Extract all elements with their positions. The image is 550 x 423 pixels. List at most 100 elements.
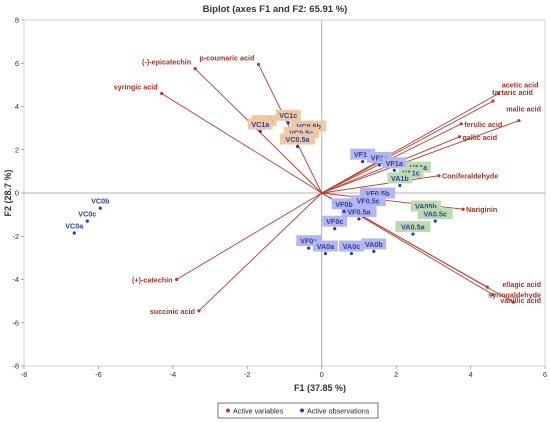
observation-point	[286, 121, 290, 125]
variable-point	[461, 207, 465, 211]
observation-label-box	[275, 109, 301, 121]
y-tick-label: 0	[15, 189, 19, 198]
observation-point	[258, 129, 262, 133]
observation-label: VA05b	[415, 202, 437, 211]
observation-point	[377, 163, 381, 167]
observation-label-box	[387, 172, 413, 184]
observation-label: VC0.5c	[289, 129, 313, 138]
y-tick-label: 8	[15, 16, 19, 25]
observation-point	[398, 183, 402, 188]
observation-label-box	[313, 240, 338, 252]
observation-label-box	[279, 133, 316, 145]
legend-variable-marker	[226, 408, 230, 413]
observation-label: VC0c	[78, 210, 96, 219]
observation-label: VA0b	[365, 240, 383, 249]
variable-label: acetic acid	[502, 81, 539, 90]
variable-vector	[321, 120, 520, 194]
legend-variable-label: Active variables	[233, 407, 284, 416]
y-tick-label: -8	[12, 362, 19, 371]
variable-vector	[321, 100, 494, 194]
observation-point	[98, 206, 102, 210]
observation-point	[342, 209, 346, 213]
observation-label: VF1b	[354, 150, 372, 159]
variable-point	[517, 118, 521, 123]
variable-point	[197, 309, 201, 313]
x-tick-label: 2	[394, 370, 398, 379]
x-tick-label: -4	[170, 370, 177, 379]
observation-label: VC0a	[65, 222, 84, 231]
observation-label-box	[410, 200, 441, 212]
observation-label-box	[331, 198, 357, 210]
variable-vector	[198, 192, 323, 312]
observation-point	[72, 231, 76, 235]
y-tick-label: 2	[15, 145, 19, 154]
x-tick-label: 6	[543, 370, 547, 379]
variable-label: Coniferaldehyde	[442, 172, 498, 181]
observation-label-box	[296, 235, 322, 247]
variable-label: gallic acid	[462, 133, 497, 142]
observation-points: VC1cVC1bVC1aVC0.5bVC0.5cVC0.5aVF1bVF1cVF…	[65, 109, 453, 256]
y-tick-label: -6	[12, 318, 19, 327]
observation-label: VF0.5b	[366, 189, 390, 198]
x-tick-label: -2	[244, 370, 251, 379]
observation-label-box	[247, 118, 273, 130]
observation-point	[411, 232, 415, 236]
x-tick-label: 0	[320, 370, 324, 379]
variable-point	[193, 67, 197, 71]
observation-label: VF0b	[335, 200, 353, 209]
observation-label-box	[395, 221, 431, 233]
observation-point	[392, 168, 396, 172]
observation-label: VC1a	[251, 120, 270, 129]
axes: -8 -6 -4 -2 0 2 4 6 -8 -6 -4 -2 0 2 4 6 8	[12, 16, 547, 380]
variable-label: succinic acid	[150, 307, 195, 316]
variable-point	[160, 91, 164, 96]
observation-label-box	[381, 157, 407, 169]
x-tick-label: -8	[21, 370, 28, 379]
variable-vector	[194, 68, 323, 194]
y-tick-label: -4	[12, 275, 19, 284]
observation-point	[372, 249, 376, 253]
observation-label: VC1c	[279, 111, 297, 120]
observation-label: VA0c	[343, 242, 360, 251]
x-axis-label: F1 (37.85 %)	[294, 383, 346, 393]
variable-vector	[161, 93, 322, 194]
variable-point	[496, 91, 501, 96]
observation-point	[357, 217, 361, 221]
observation-label: VF0a	[300, 237, 318, 246]
observation-label-box	[291, 120, 327, 132]
variable-vector	[321, 93, 499, 194]
observation-label-box	[359, 187, 396, 199]
variable-label: (+)-catechin	[132, 276, 173, 285]
observation-label: VF0c	[326, 217, 343, 226]
observation-label: VA0.5c	[423, 210, 446, 219]
observation-label: VA1b	[391, 174, 409, 183]
observation-point	[307, 246, 311, 250]
variable-label: vanillic acid	[500, 296, 541, 305]
variable-label: p-coumaric acid	[199, 53, 254, 62]
variable-label: malic acid	[506, 105, 541, 114]
variable-point	[511, 300, 515, 304]
observation-point	[323, 251, 328, 256]
y-tick-label: 4	[15, 102, 19, 111]
variable-point	[437, 174, 441, 178]
y-axis-label: F2 (28.7 %)	[3, 169, 13, 216]
legend-observation-label: Active observations	[307, 407, 370, 416]
observation-label-box	[339, 240, 364, 252]
observation-label-box	[361, 238, 387, 250]
observation-label: VC0.5b	[297, 122, 322, 131]
observation-label-box	[283, 127, 319, 139]
observation-label: VF0.5a	[347, 207, 371, 216]
observation-label: VA0a	[317, 242, 335, 251]
observation-point	[85, 219, 89, 223]
observation-label: VF1a	[386, 159, 404, 168]
y-tick-label: -2	[12, 232, 19, 241]
variable-label: (-)-epicatechin	[142, 58, 191, 67]
variable-point	[491, 293, 495, 297]
variable-label: ellagic acid	[502, 280, 541, 289]
observation-label: VC0.5a	[286, 135, 311, 144]
legend-box	[217, 402, 379, 419]
variable-label: syringic acid	[114, 83, 158, 92]
variable-point	[256, 62, 261, 66]
variable-point	[459, 122, 463, 126]
